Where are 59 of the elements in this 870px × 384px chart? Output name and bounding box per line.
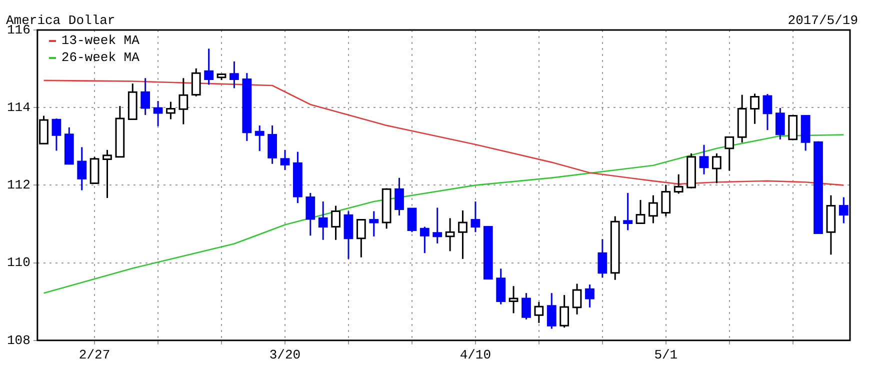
candlestick [572,283,582,316]
candlestick [306,192,316,236]
candlestick [77,146,87,191]
candlestick [191,68,201,98]
candlestick [280,149,290,171]
candlestick [432,206,442,244]
candlestick [458,210,468,260]
candlestick [407,208,417,233]
candlestick [470,200,480,233]
x-tick-label: 5/1 [654,348,678,363]
candlestick [762,93,772,131]
candlestick [724,136,734,172]
candlestick [445,217,455,252]
candlestick [52,118,62,152]
candlestick [140,77,150,116]
candlestick [522,292,531,320]
legend-label: 26-week MA [60,49,140,66]
y-tick-label: 110 [7,255,30,270]
chart-subtitle: 2017/5/19 [788,13,858,28]
candlestick [508,285,518,314]
candlestick [394,177,404,216]
candlestick [268,124,277,165]
candlestick [102,149,112,199]
candlestick [560,294,570,328]
candlestick [153,100,163,127]
candlestick [699,144,709,176]
candlestick [178,77,188,126]
candlestick [369,210,379,238]
candlestick [166,101,176,120]
candlestick [775,107,785,140]
candlestick [39,115,48,144]
candlestick [420,226,430,254]
candlestick [648,194,658,224]
candlestick [344,210,354,260]
candlestick [534,301,544,324]
candlestick [636,199,646,225]
legend-label: 13-week MA [60,32,140,49]
y-tick-label: 112 [7,178,30,193]
candlestick [838,196,848,224]
candlestick [318,200,328,241]
y-tick-label: 114 [7,100,31,116]
candlestick [496,268,506,306]
y-tick-label: 108 [7,332,30,348]
candlestick [712,152,722,184]
x-tick-label: 2/27 [78,348,110,363]
candlestick [331,205,340,241]
candlestick [546,292,556,330]
candlestick [598,238,608,278]
candlestick [623,192,632,231]
candlestick [204,48,214,86]
x-tick-label: 3/20 [269,348,301,363]
candlestick [661,184,671,217]
candlestick [254,124,264,152]
candlestick [750,92,760,125]
candlestick [356,218,366,258]
candlestick [585,284,594,308]
candlestick [230,60,239,89]
candlestick [674,174,684,194]
x-tick-label: 4/10 [460,348,492,363]
